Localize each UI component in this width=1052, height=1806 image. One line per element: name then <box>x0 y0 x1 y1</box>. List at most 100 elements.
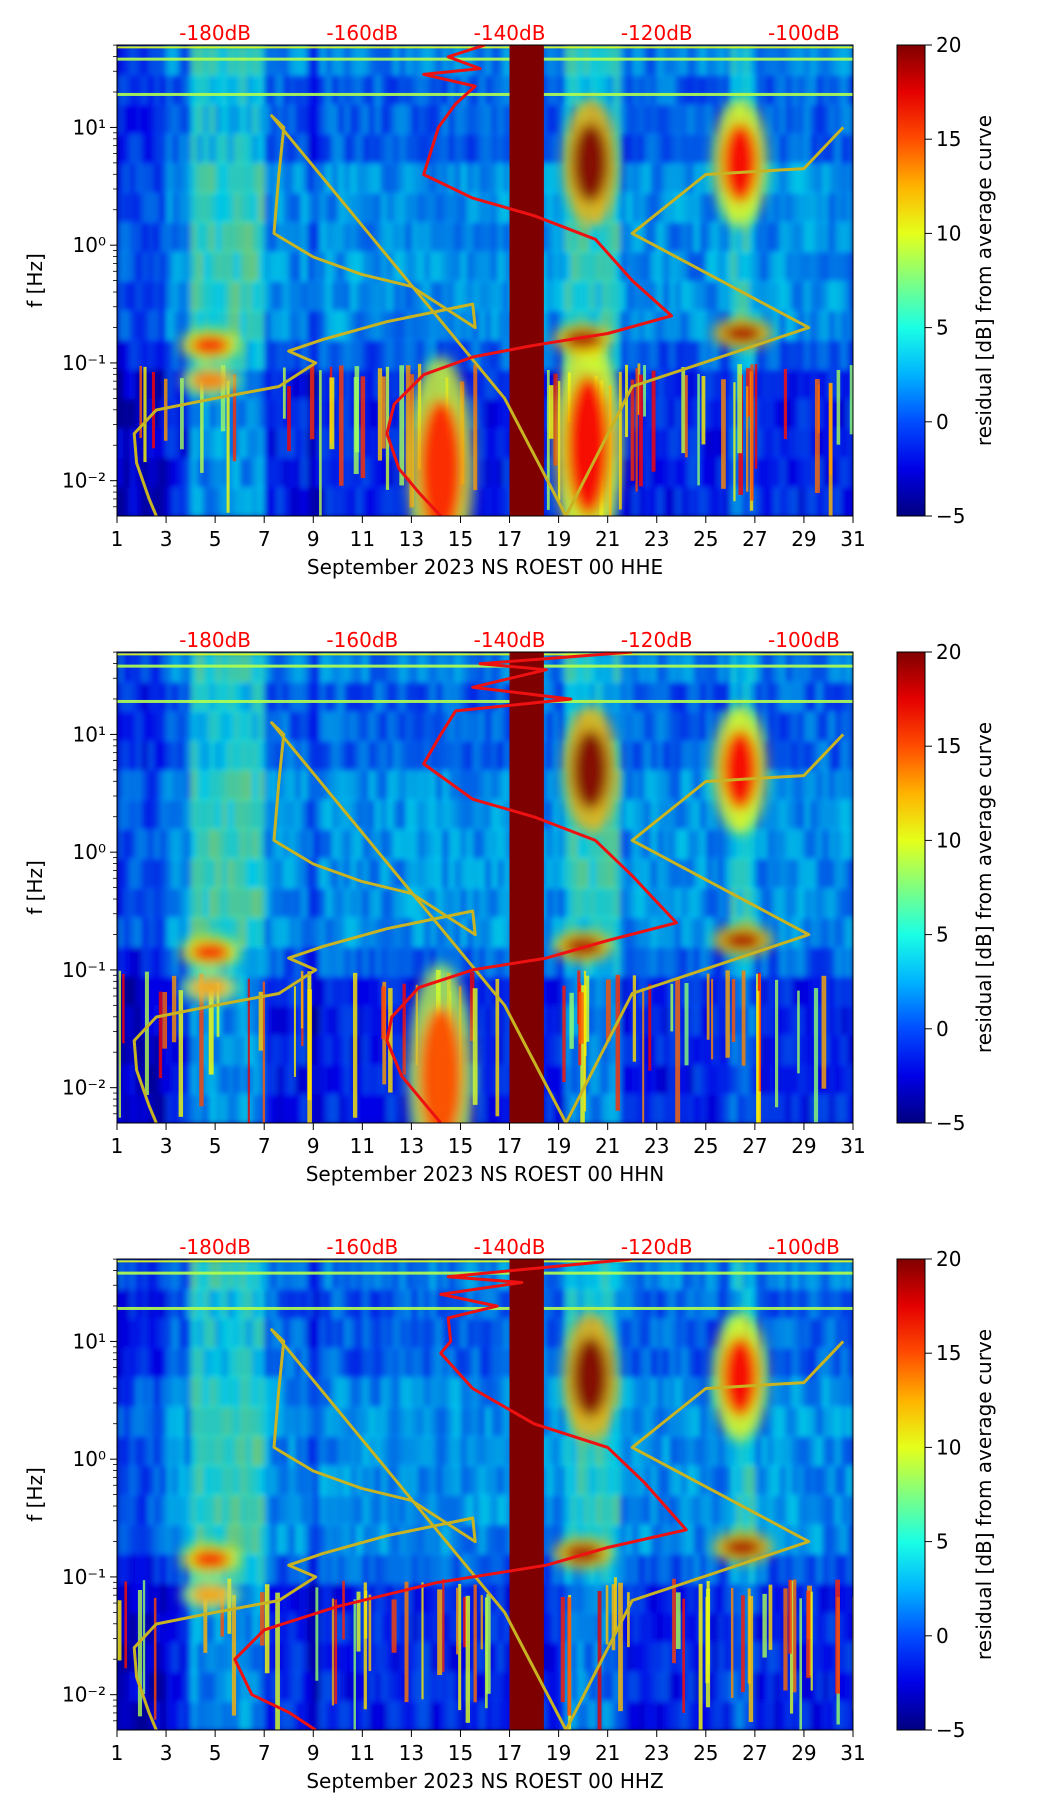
hot-spot <box>190 1549 231 1570</box>
colorbar-tick-label: −5 <box>936 1111 965 1135</box>
y-tick-label: 10⁻¹ <box>62 351 106 375</box>
db-scale-label: -140dB <box>474 628 546 652</box>
x-tick-label: 17 <box>497 527 522 551</box>
colorbar-tick-label: 15 <box>936 734 961 758</box>
x-tick-label: 25 <box>693 1134 718 1158</box>
db-scale-label: -120dB <box>621 628 693 652</box>
colorbar-tick-label: −5 <box>936 504 965 528</box>
hot-spot <box>418 398 463 516</box>
y-tick-label: 10⁻² <box>62 1076 106 1100</box>
colorbar-gradient <box>896 651 926 1124</box>
hf-line <box>117 92 853 96</box>
data-gap <box>509 652 544 1123</box>
x-tick-label: 15 <box>448 527 473 551</box>
db-scale-label: -100dB <box>768 628 840 652</box>
psd-curve <box>233 1259 688 1730</box>
colorbar-tick-label: 0 <box>936 410 949 434</box>
hot-spot <box>722 122 759 203</box>
colorbar-tick-label: 15 <box>936 127 961 151</box>
x-tick-label: 27 <box>742 1134 767 1158</box>
x-tick-label: 13 <box>399 1134 424 1158</box>
hot-spot <box>722 323 763 344</box>
db-scale-label: -120dB <box>621 21 693 45</box>
colorbar-tick-label: 20 <box>936 640 961 664</box>
db-scale-label: -100dB <box>768 21 840 45</box>
hot-spot <box>190 1584 231 1605</box>
db-scale-label: -140dB <box>474 1235 546 1259</box>
x-tick-label: 1 <box>111 1741 124 1765</box>
hot-spot <box>722 1537 763 1558</box>
x-tick-label: 5 <box>209 527 222 551</box>
x-tick-label: 9 <box>307 527 320 551</box>
hot-spot <box>722 1336 759 1417</box>
x-tick-label: 11 <box>350 1134 375 1158</box>
colorbar-tick-label: 20 <box>936 33 961 57</box>
db-scale-label: -180dB <box>179 1235 251 1259</box>
noise-model-curve <box>132 721 845 1123</box>
x-tick-label: 13 <box>399 527 424 551</box>
x-tick-label: 29 <box>791 1134 816 1158</box>
x-tick-label: 5 <box>209 1134 222 1158</box>
x-tick-label: 5 <box>209 1741 222 1765</box>
x-tick-label: 7 <box>258 1134 271 1158</box>
x-axis-label: September 2023 NS ROEST 00 HHE <box>307 555 663 579</box>
x-tick-label: 31 <box>840 1134 865 1158</box>
db-scale-label: -180dB <box>179 628 251 652</box>
x-tick-label: 21 <box>595 527 620 551</box>
colorbar-label: residual [dB] from average curve <box>972 722 996 1053</box>
y-tick-label: 10¹ <box>73 1329 106 1353</box>
x-tick-label: 19 <box>546 527 571 551</box>
x-tick-label: 17 <box>497 1741 522 1765</box>
hot-spots <box>180 98 773 516</box>
data-gap <box>509 45 544 516</box>
colorbar: 20 15 10 5 0 −5 residual [dB] from average cur… <box>896 33 996 528</box>
noise-model-curve <box>132 114 845 516</box>
x-tick-label: 31 <box>840 1741 865 1765</box>
hf-line <box>117 664 853 668</box>
hot-spot <box>572 122 609 203</box>
y-tick-label: 10⁰ <box>73 1447 106 1471</box>
x-tick-label: 23 <box>644 1134 669 1158</box>
y-tick-label: 10⁻¹ <box>62 958 106 982</box>
colorbar-tick-label: 15 <box>936 1341 961 1365</box>
db-scale-label: -160dB <box>326 21 398 45</box>
x-tick-label: 29 <box>791 1741 816 1765</box>
x-tick-label: 9 <box>307 1741 320 1765</box>
y-tick-label: 10⁻² <box>62 1683 106 1707</box>
hf-line <box>117 1260 853 1263</box>
colorbar-tick-label: 10 <box>936 828 961 852</box>
x-tick-label: 1 <box>111 527 124 551</box>
x-tick-label: 15 <box>448 1741 473 1765</box>
db-scale-label: -160dB <box>326 1235 398 1259</box>
x-tick-label: 7 <box>258 527 271 551</box>
colorbar-tick-label: 0 <box>936 1624 949 1648</box>
hot-spot <box>190 335 231 356</box>
hot-spot <box>566 375 611 516</box>
y-tick-label: 10⁰ <box>73 233 106 257</box>
x-tick-label: 3 <box>160 527 173 551</box>
hot-spot <box>418 1005 463 1123</box>
x-tick-label: 15 <box>448 1134 473 1158</box>
db-scale-label: -120dB <box>621 1235 693 1259</box>
hot-spot <box>190 942 231 963</box>
y-tick-label: 10⁰ <box>73 840 106 864</box>
hot-spot <box>572 729 609 810</box>
y-tick-label: 10¹ <box>73 115 106 139</box>
x-tick-label: 27 <box>742 527 767 551</box>
x-tick-label: 21 <box>595 1741 620 1765</box>
colorbar-tick-label: 0 <box>936 1017 949 1041</box>
x-tick-label: 11 <box>350 527 375 551</box>
x-tick-label: 25 <box>693 527 718 551</box>
x-tick-label: 23 <box>644 1741 669 1765</box>
colorbar-tick-label: 5 <box>936 923 949 947</box>
colorbar-gradient <box>896 1258 926 1731</box>
hot-spot <box>190 977 231 998</box>
x-tick-label: 11 <box>350 1741 375 1765</box>
colorbar-tick-label: 5 <box>936 316 949 340</box>
y-axis-label: f [Hz] <box>23 860 47 915</box>
psd-curve <box>385 45 673 516</box>
x-axis-label: September 2023 NS ROEST 00 HHN <box>306 1162 665 1186</box>
